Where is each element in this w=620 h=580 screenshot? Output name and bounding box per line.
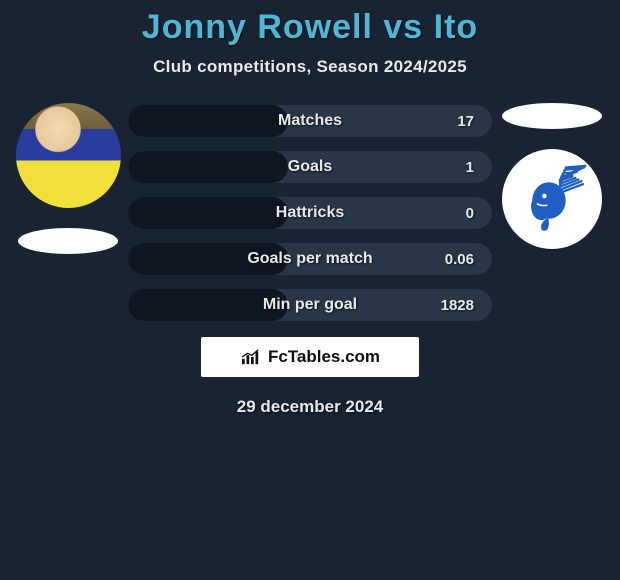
brand-logo-box: FcTables.com xyxy=(201,337,419,377)
team-badge xyxy=(502,149,602,249)
stat-right-value: 1828 xyxy=(441,297,474,314)
stat-row-goals: Goals 1 xyxy=(128,151,492,183)
subtitle: Club competitions, Season 2024/2025 xyxy=(0,57,620,77)
stat-row-matches: Matches 17 xyxy=(128,105,492,137)
stat-label: Min per goal xyxy=(263,296,357,314)
stat-left-fill xyxy=(128,105,288,137)
infographic-container: Jonny Rowell vs Ito Club competitions, S… xyxy=(0,0,620,580)
stat-label: Goals xyxy=(288,158,332,176)
native-head-icon xyxy=(514,161,590,237)
page-title: Jonny Rowell vs Ito xyxy=(0,8,620,47)
stat-label: Matches xyxy=(278,112,342,130)
left-player-column xyxy=(8,101,128,254)
stat-label: Hattricks xyxy=(276,204,344,222)
stat-right-value: 1 xyxy=(454,159,474,176)
stat-row-gpm: Goals per match 0.06 xyxy=(128,243,492,275)
stat-left-fill xyxy=(128,151,288,183)
stat-row-mpg: Min per goal 1828 xyxy=(128,289,492,321)
stat-left-fill xyxy=(128,197,288,229)
stat-right-value: 0 xyxy=(454,205,474,222)
right-player-column xyxy=(492,101,612,249)
brand-text: FcTables.com xyxy=(268,347,380,367)
stat-right-value: 17 xyxy=(454,113,474,130)
avatar-photo xyxy=(16,103,121,208)
player-avatar xyxy=(16,103,121,208)
left-team-ellipse xyxy=(18,228,118,254)
right-team-ellipse xyxy=(502,103,602,129)
stat-right-value: 0.06 xyxy=(445,251,474,268)
date-text: 29 december 2024 xyxy=(0,397,620,417)
stat-row-hattricks: Hattricks 0 xyxy=(128,197,492,229)
chart-icon xyxy=(240,348,262,366)
stat-label: Goals per match xyxy=(247,250,372,268)
stats-column: Matches 17 Goals 1 Hattricks 0 Goals per… xyxy=(128,101,492,321)
content-row: Matches 17 Goals 1 Hattricks 0 Goals per… xyxy=(0,101,620,321)
